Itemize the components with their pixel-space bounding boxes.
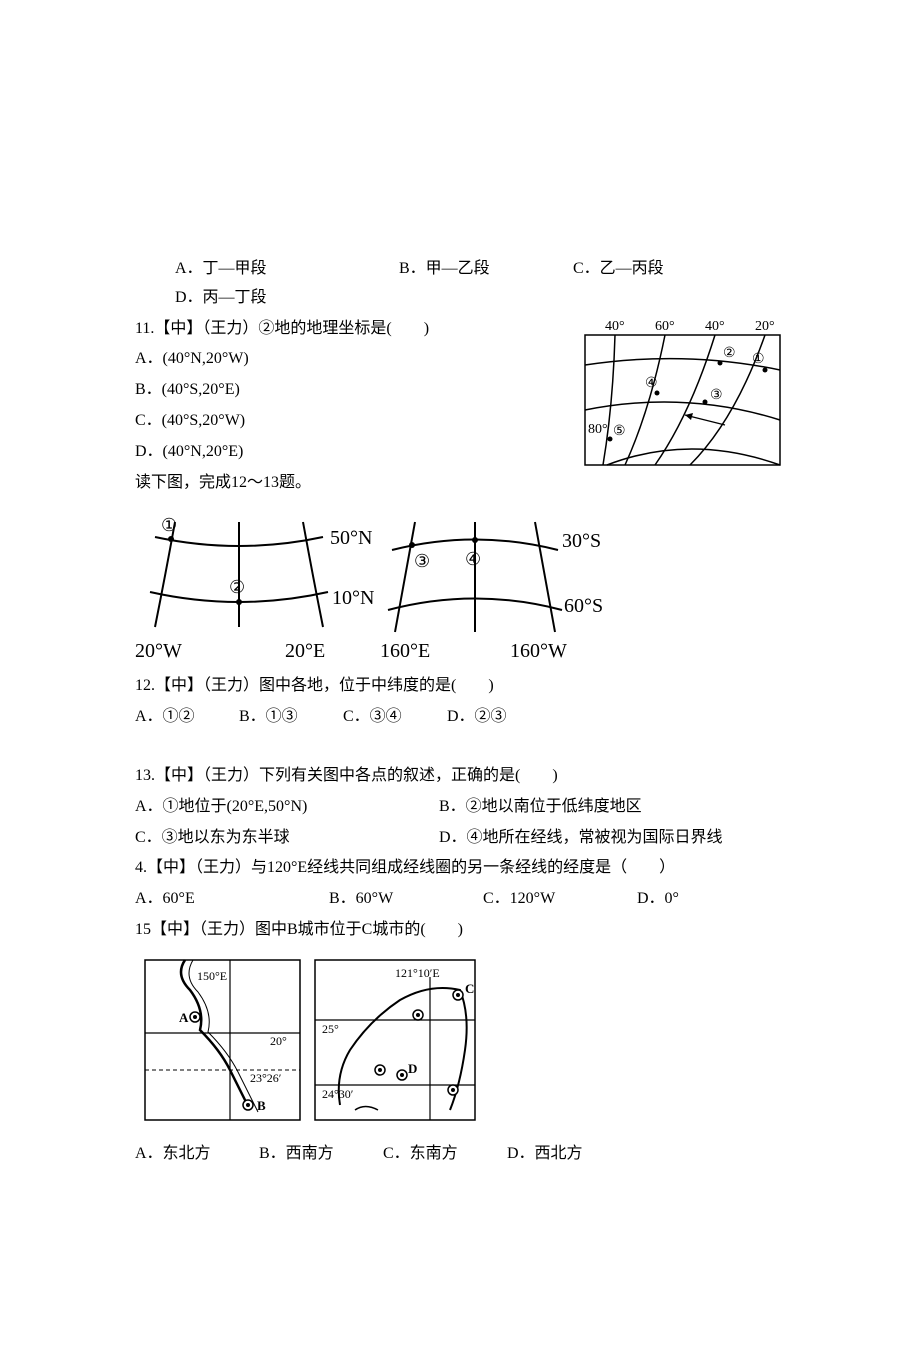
q15-a: A．东北方 — [135, 1140, 255, 1169]
q12-d: D．②③ — [447, 703, 547, 732]
svg-text:160°E: 160°E — [380, 640, 430, 662]
q13-stem: 13.【中】（王力）下列有关图中各点的叙述，正确的是( ) — [135, 762, 785, 791]
pair-diagram: 50°N 10°N 20°W 20°E ① ② 30°S 60°S 160°E … — [135, 507, 785, 672]
q13-row2: C．③地以东为东半球 D．④地所在经线，常被视为国际日界线 — [135, 824, 785, 853]
lbl-40b: 40° — [705, 319, 725, 334]
q4-c: C．120°W — [483, 885, 633, 914]
svg-text:20°: 20° — [270, 1034, 287, 1048]
svg-text:④: ④ — [465, 549, 481, 569]
q4-stem: 4.【中】（王力）与120°E经线共同组成经线圈的另一条经线的经度是（ ） — [135, 854, 785, 883]
q13-c: C．③地以东为东半球 — [135, 824, 435, 853]
svg-text:③: ③ — [414, 551, 430, 571]
q10-opt-d: D．丙—丁段 — [175, 284, 267, 313]
svg-text:C: C — [465, 981, 474, 996]
svg-text:160°W: 160°W — [510, 640, 567, 662]
q13-b: B．②地以南位于低纬度地区 — [439, 798, 642, 815]
lbl-60: 60° — [655, 319, 675, 334]
svg-text:⑤: ⑤ — [613, 424, 626, 439]
q10-opt-b: B．甲—乙段 — [399, 255, 569, 284]
q4-a: A．60°E — [135, 885, 325, 914]
q4-options: A．60°E B．60°W C．120°W D．0° — [135, 885, 785, 914]
svg-text:25°: 25° — [322, 1022, 339, 1036]
svg-text:150°E: 150°E — [197, 969, 227, 983]
svg-text:10°N: 10°N — [332, 587, 374, 609]
q15-stem: 15【中】（王力）图中B城市位于C城市的( ) — [135, 916, 785, 945]
svg-text:60°S: 60°S — [564, 595, 603, 617]
svg-text:③: ③ — [710, 388, 723, 403]
q12-a: A．①② — [135, 703, 235, 732]
svg-text:23°26′: 23°26′ — [250, 1071, 282, 1085]
lbl-40a: 40° — [605, 319, 625, 334]
svg-text:①: ① — [161, 515, 177, 535]
q15-c: C．东南方 — [383, 1140, 503, 1169]
q13-d: D．④地所在经线，常被视为国际日界线 — [439, 829, 723, 846]
q10-options: A．丁—甲段 B．甲—乙段 C．乙—丙段 D．丙—丁段 — [135, 255, 785, 313]
q10-opt-a: A．丁—甲段 — [175, 255, 395, 284]
q15-options: A．东北方 B．西南方 C．东南方 D．西北方 — [135, 1140, 785, 1169]
svg-text:30°S: 30°S — [562, 530, 601, 552]
q4-d: D．0° — [637, 885, 679, 914]
svg-text:②: ② — [229, 577, 245, 597]
q13-a: A．①地位于(20°E,50°N) — [135, 793, 435, 822]
q15-b: B．西南方 — [259, 1140, 379, 1169]
polar-diagram: 40° 60° 40° 20° 80° ① ② ③ ④ ⑤ — [575, 315, 785, 470]
svg-text:20°W: 20°W — [135, 640, 182, 662]
q15-d: D．西北方 — [507, 1140, 583, 1169]
q12-stem: 12.【中】（王力）图中各地，位于中纬度的是( ) — [135, 672, 785, 701]
svg-text:D: D — [408, 1061, 417, 1076]
q11-text: ②地的地理坐标是( ) — [258, 320, 429, 337]
map-pair: 150°E 20° 23°26′ A B 121°10′E — [135, 955, 785, 1130]
q11-prefix: 11.【中】（王力） — [135, 320, 258, 337]
svg-text:50°N: 50°N — [330, 527, 372, 549]
svg-text:B: B — [257, 1098, 266, 1113]
q4-b: B．60°W — [329, 885, 479, 914]
lbl-80: 80° — [588, 422, 608, 437]
q12-options: A．①② B．①③ C．③④ D．②③ — [135, 703, 785, 732]
q13-row1: A．①地位于(20°E,50°N) B．②地以南位于低纬度地区 — [135, 793, 785, 822]
q12-c: C．③④ — [343, 703, 443, 732]
lbl-20: 20° — [755, 319, 775, 334]
svg-text:121°10′E: 121°10′E — [395, 966, 440, 980]
q10-opt-c: C．乙—丙段 — [573, 255, 728, 284]
svg-text:A: A — [179, 1010, 189, 1025]
svg-text:①: ① — [752, 352, 765, 367]
q12-b: B．①③ — [239, 703, 339, 732]
svg-text:④: ④ — [645, 376, 658, 391]
svg-text:20°E: 20°E — [285, 640, 325, 662]
svg-text:②: ② — [723, 346, 736, 361]
lead-12-13: 读下图，完成12～13题。 — [135, 469, 785, 498]
